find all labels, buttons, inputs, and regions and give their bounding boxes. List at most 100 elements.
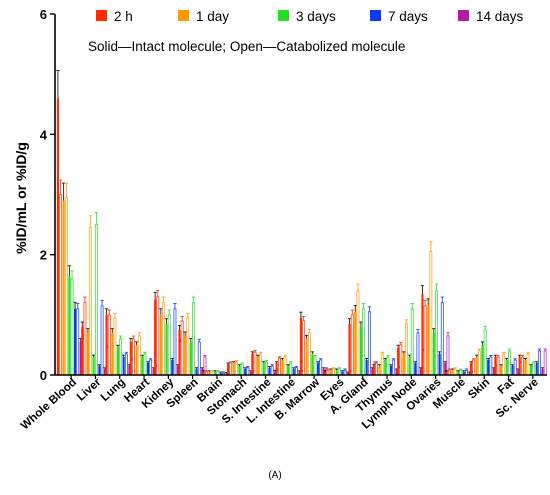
bar-intact-2-h-6 [202,371,205,375]
bar-catabolized-2-h-2 [107,314,111,376]
bar-intact-1-day-18 [500,365,503,375]
bar-intact-7-days-3 [146,362,149,375]
bar-intact-3-days-6 [214,371,217,375]
bar-catabolized-2-h-8 [253,351,257,376]
bar-catabolized-1-day-16 [453,368,457,376]
bar-intact-3-days-15 [432,332,435,375]
bar-intact-2-h-5 [178,329,181,375]
bar-catabolized-7-days-13 [392,359,396,376]
bar-catabolized-1-day-3 [137,335,141,376]
bar-intact-7-days-17 [487,359,490,375]
bar-catabolized-1-day-2 [113,317,117,376]
bar-catabolized-2-h-0 [59,194,63,376]
bar-catabolized-2-h-17 [472,359,476,376]
y-tick-label-4: 4 [40,127,48,142]
category-label-0: Whole Blood [19,376,79,432]
bar-catabolized-2-h-1 [83,302,87,376]
bar-intact-7-days-19 [535,362,538,375]
bar-intact-1-day-4 [159,314,162,375]
bar-intact-2-h-16 [445,371,448,375]
legend-label-7-days: 7 days [388,9,428,24]
legend-label-14-days: 14 days [476,9,524,24]
bar-intact-7-days-12 [365,359,368,375]
bar-catabolized-7-days-14 [416,332,420,376]
bars-layer [56,70,547,376]
y-tick-label-0: 0 [40,368,47,383]
bar-catabolized-1-day-18 [502,353,506,376]
category-label-2: Lung [99,376,128,404]
bar-intact-7-days-4 [171,359,174,375]
bar-intact-7-days-0 [74,308,77,375]
bar-intact-1-day-6 [208,371,211,375]
bar-intact-2-h-15 [421,293,424,375]
category-label-1: Liver [75,376,104,404]
bar-intact-14-days-18 [517,370,520,375]
bar-catabolized-3-days-9 [289,362,293,376]
bar-intact-3-days-5 [189,341,192,375]
bar-catabolized-3-days-4 [167,314,171,376]
panel-label: (A) [268,470,281,481]
bar-catabolized-1-day-1 [89,227,93,376]
bar-catabolized-1-day-10 [307,332,311,376]
bar-intact-14-days-5 [201,368,204,375]
bar-intact-3-days-13 [384,359,387,375]
bar-intact-2-h-18 [494,356,497,375]
bar-intact-3-days-8 [262,362,265,375]
bar-intact-2-h-13 [372,365,375,375]
bar-intact-1-day-9 [281,359,284,375]
bar-catabolized-7-days-19 [538,350,541,376]
bar-catabolized-2-h-18 [496,356,500,376]
bar-catabolized-1-day-7 [235,361,238,376]
legend-swatch-7-days [370,10,381,21]
bar-catabolized-7-days-18 [513,359,517,376]
legend-label-3-days: 3 days [296,9,336,24]
bar-catabolized-3-days-2 [119,338,123,376]
bar-catabolized-7-days-3 [149,359,153,376]
bar-intact-14-days-9 [298,371,301,375]
bar-catabolized-2-h-3 [132,338,135,376]
bar-catabolized-3-days-11 [337,368,341,376]
bar-catabolized-3-days-19 [532,362,536,376]
bar-intact-2-h-19 [518,356,521,375]
legend-swatch-2-h [96,10,107,21]
bar-intact-1-day-1 [86,332,89,375]
bar-intact-14-days-7 [249,371,252,375]
bar-intact-7-days-10 [317,362,320,375]
bar-catabolized-2-h-14 [399,344,403,376]
bar-intact-2-h-14 [397,347,400,375]
bar-intact-1-day-16 [451,370,454,375]
bar-intact-1-day-0 [62,200,65,375]
bar-catabolized-3-days-5 [192,302,195,376]
bar-intact-1-day-19 [524,359,527,375]
bar-intact-3-days-3 [141,356,144,375]
bar-intact-7-days-13 [389,365,392,375]
bar-intact-7-days-18 [511,365,514,375]
bar-catabolized-3-days-3 [143,353,147,376]
bar-catabolized-7-days-17 [489,356,493,376]
bar-intact-1-day-7 [232,362,235,375]
bar-catabolized-7-days-0 [76,308,80,376]
bar-catabolized-3-days-13 [386,356,390,376]
bar-catabolized-3-days-18 [508,350,511,376]
bar-catabolized-3-days-14 [410,308,414,376]
bar-catabolized-7-days-15 [440,302,444,376]
bar-catabolized-2-h-12 [350,314,354,376]
bar-intact-7-days-8 [268,367,271,375]
bar-intact-2-h-0 [56,98,59,375]
bar-intact-3-days-18 [505,359,508,375]
bar-intact-14-days-17 [492,368,495,375]
bar-intact-2-h-10 [299,317,302,375]
bar-catabolized-7-days-9 [295,367,298,376]
bar-catabolized-1-day-14 [405,323,408,376]
bar-intact-1-day-8 [257,356,260,375]
bar-intact-14-days-16 [468,373,471,375]
bar-intact-14-days-0 [79,341,82,375]
bar-catabolized-7-days-2 [124,353,128,376]
bar-intact-3-days-12 [359,326,362,375]
bar-intact-1-day-13 [378,365,381,375]
legend-swatch-14-days [458,10,469,21]
bar-intact-2-h-7 [227,364,230,375]
bar-intact-2-h-8 [251,353,254,375]
bar-intact-3-days-2 [116,347,119,375]
